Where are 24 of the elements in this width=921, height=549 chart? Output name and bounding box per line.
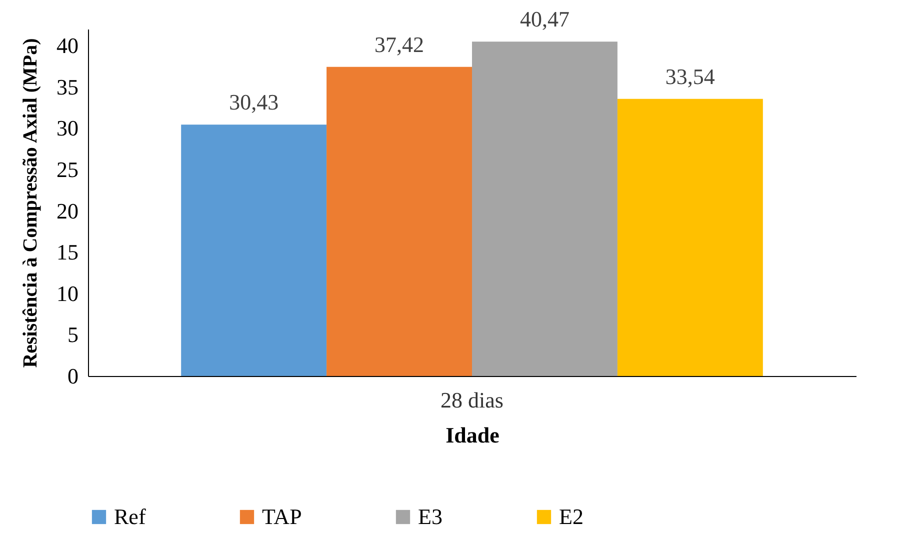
y-tick-label: 35 <box>56 74 78 100</box>
y-tick-label: 20 <box>56 198 78 224</box>
data-label: 33,54 <box>665 64 715 89</box>
bar <box>617 98 763 376</box>
bar <box>181 124 327 376</box>
data-label: 37,42 <box>374 32 424 57</box>
x-tick-label: 28 dias <box>440 388 504 412</box>
x-axis-title: Idade <box>446 422 500 448</box>
y-tick-label: 0 <box>68 364 78 388</box>
y-tick-label: 15 <box>56 240 78 265</box>
legend-label: Ref <box>114 504 146 529</box>
data-label: 40,47 <box>520 6 570 32</box>
legend-label: E3 <box>418 504 442 529</box>
bar <box>472 42 618 376</box>
bar <box>326 66 472 376</box>
y-axis-title: Resistência à Compressão Axial (MPa) <box>20 38 42 368</box>
y-tick-label: 40 <box>56 33 78 58</box>
y-tick-label: 25 <box>56 156 78 182</box>
y-tick-label: 5 <box>68 322 78 348</box>
legend-label: TAP <box>262 504 302 529</box>
y-tick-label: 10 <box>56 280 78 306</box>
legend-label: E2 <box>559 504 584 529</box>
y-tick-label: 30 <box>56 116 78 141</box>
data-label: 30,43 <box>229 90 279 115</box>
